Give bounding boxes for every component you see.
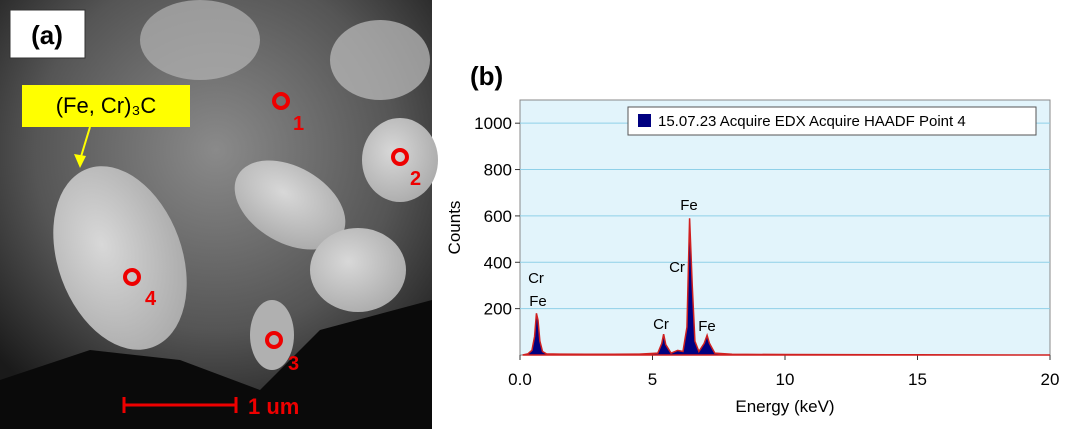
phase-label: (Fe, Cr)₃C: [56, 93, 157, 118]
peak-label: Cr: [653, 316, 669, 333]
legend-label: 15.07.23 Acquire EDX Acquire HAADF Point…: [658, 113, 966, 130]
point-label: 1: [293, 113, 304, 135]
spectrum-chart: (b) 200 400 600 800 1000 0.0 5 10 15 20 Energy (ke…: [445, 61, 1059, 416]
y-tick-label: 200: [484, 300, 512, 319]
peak-label: Cr: [669, 259, 685, 276]
panel-label: (a): [31, 20, 63, 50]
x-tick-label: 5: [648, 370, 657, 389]
particle: [140, 0, 260, 80]
panel-label: (b): [470, 61, 503, 91]
y-tick-label: 600: [484, 207, 512, 226]
x-tick-label: 20: [1041, 370, 1060, 389]
y-axis-label: Counts: [445, 201, 464, 255]
plot-area: [520, 100, 1050, 355]
x-axis-label: Energy (keV): [735, 397, 834, 416]
scale-bar-label: 1 um: [248, 394, 299, 419]
y-tick-label: 800: [484, 161, 512, 180]
legend-swatch: [638, 114, 651, 127]
x-tick-label: 10: [776, 370, 795, 389]
point-label: 4: [145, 288, 157, 310]
figure: (a) (Fe, Cr)₃C 1 2 3 4 1 um (b) 200 400 60…: [0, 0, 1068, 429]
point-label: 2: [410, 168, 421, 190]
y-tick-label: 1000: [474, 114, 512, 133]
x-tick-label: 15: [908, 370, 927, 389]
tem-image: (a) (Fe, Cr)₃C 1 2 3 4 1 um: [0, 0, 438, 429]
peak-label: Fe: [698, 318, 716, 335]
peak-label: Fe: [680, 197, 698, 214]
peak-label: Fe: [529, 293, 547, 310]
particle: [330, 20, 430, 100]
x-tick-label: 0.0: [508, 370, 532, 389]
particle: [310, 228, 406, 312]
peak-label: Cr: [528, 270, 544, 287]
y-tick-label: 400: [484, 253, 512, 272]
point-label: 3: [288, 353, 299, 375]
particle: [362, 118, 438, 202]
